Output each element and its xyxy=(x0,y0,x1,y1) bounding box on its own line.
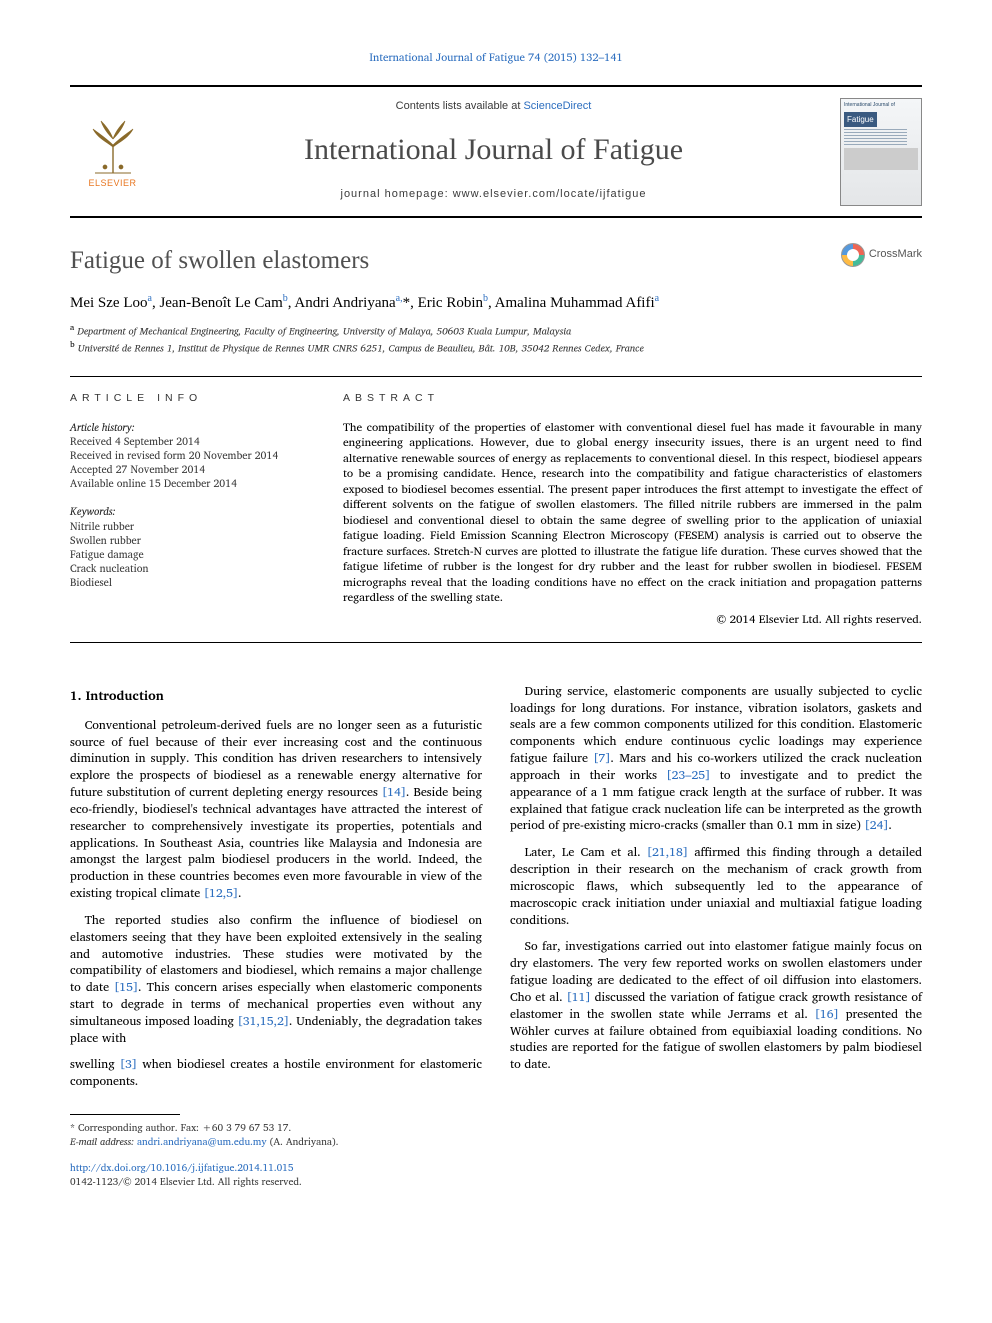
article-meta-block: article info Article history: Received 4… xyxy=(70,376,922,643)
intro-p2: The reported studies also confirm the in… xyxy=(70,912,482,1047)
affiliations: a Department of Mechanical Engineering, … xyxy=(70,322,922,356)
history-online: Available online 15 December 2014 xyxy=(70,476,307,490)
homepage-url[interactable]: www.elsevier.com/locate/ijfatigue xyxy=(453,188,647,200)
intro-p1: Conventional petroleum-derived fuels are… xyxy=(70,717,482,902)
page-footer: * Corresponding author. Fax: +60 3 79 67… xyxy=(70,1114,922,1189)
authors-line: Mei Sze Looa, Jean-Benoît Le Camb, Andri… xyxy=(70,292,922,314)
elsevier-tree-icon: ELSEVIER xyxy=(80,114,145,189)
email-label: E-mail address: xyxy=(70,1134,134,1150)
homepage-pre: journal homepage: xyxy=(341,188,453,200)
journal-homepage: journal homepage: www.elsevier.com/locat… xyxy=(155,187,832,202)
intro-p6: So far, investigations carried out into … xyxy=(510,938,922,1073)
article-history: Article history: Received 4 September 20… xyxy=(70,420,307,491)
corresponding-author: * Corresponding author. Fax: +60 3 79 67… xyxy=(70,1121,922,1135)
article-info-heading: article info xyxy=(70,391,307,406)
body-columns: 1. Introduction Conventional petroleum-d… xyxy=(70,683,922,1092)
sciencedirect-link[interactable]: ScienceDirect xyxy=(523,100,591,112)
publisher-label: ELSEVIER xyxy=(88,177,136,190)
journal-masthead: ELSEVIER Contents lists available at Sci… xyxy=(70,85,922,218)
affiliation-b: b Université de Rennes 1, Institut de Ph… xyxy=(70,339,922,356)
issn-line: 0142-1123/© 2014 Elsevier Ltd. All right… xyxy=(70,1175,922,1189)
h2-introduction: 1. Introduction xyxy=(70,687,482,705)
footer-rule xyxy=(70,1114,180,1115)
publisher-logo-block: ELSEVIER xyxy=(70,87,155,216)
email-link[interactable]: andri.andriyana@um.edu.my xyxy=(137,1134,267,1150)
email-tail: (A. Andriyana). xyxy=(267,1134,339,1150)
contents-line: Contents lists available at ScienceDirec… xyxy=(155,99,832,114)
email-line: E-mail address: andri.andriyana@um.edu.m… xyxy=(70,1135,922,1149)
affiliation-a: a Department of Mechanical Engineering, … xyxy=(70,322,922,339)
crossmark-label: CrossMark xyxy=(869,247,922,262)
abstract-copyright: © 2014 Elsevier Ltd. All rights reserved… xyxy=(343,612,922,628)
article-title: Fatigue of swollen elastomers xyxy=(70,243,922,278)
abstract-heading: abstract xyxy=(343,391,922,406)
abstract-text: The compatibility of the properties of e… xyxy=(343,420,922,606)
keywords-block: Keywords: Nitrile rubber Swollen rubber … xyxy=(70,504,307,589)
journal-title: International Journal of Fatigue xyxy=(155,129,832,171)
cover-small-2: Fatigue xyxy=(844,112,877,127)
intro-p4: During service, elastomeric components a… xyxy=(510,683,922,834)
keyword: Biodiesel xyxy=(70,575,307,589)
top-citation[interactable]: International Journal of Fatigue 74 (201… xyxy=(70,50,922,65)
cover-lines-icon xyxy=(844,129,918,145)
cover-mini-img-icon xyxy=(844,148,918,170)
intro-p5: Later, Le Cam et al. [21,18] affirmed th… xyxy=(510,844,922,928)
contents-pre: Contents lists available at xyxy=(396,100,524,112)
crossmark-icon xyxy=(841,243,865,267)
cover-small-1: International Journal of xyxy=(844,102,918,109)
crossmark-badge[interactable]: CrossMark xyxy=(841,243,922,267)
journal-cover-thumb[interactable]: International Journal of Fatigue xyxy=(840,98,922,206)
intro-p3: swelling [3] when biodiesel creates a ho… xyxy=(70,1056,482,1090)
